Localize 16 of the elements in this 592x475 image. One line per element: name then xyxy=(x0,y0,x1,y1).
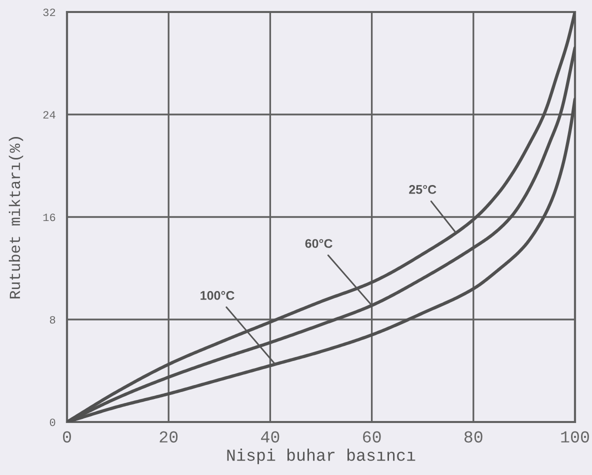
y-tick-label: 24 xyxy=(43,111,56,119)
annotation: 60°C xyxy=(305,239,332,248)
x-tick-label: 60 xyxy=(363,431,381,443)
annotation: 100°C xyxy=(200,291,234,300)
y-tick-label: 8 xyxy=(50,316,56,324)
x-axis-title: Nispi buhar basıncı xyxy=(227,448,416,464)
x-tick-label: 0 xyxy=(63,431,71,443)
annotation: 25°C xyxy=(409,185,436,194)
y-tick-label: 16 xyxy=(43,214,56,222)
x-tick-label: 100 xyxy=(561,431,589,443)
y-tick-label: 0 xyxy=(50,418,56,426)
x-tick-label: 20 xyxy=(160,431,178,443)
x-tick-label: 40 xyxy=(261,431,280,443)
y-axis-title: Rutubet miktarı(%) xyxy=(8,137,24,298)
x-tick-label: 80 xyxy=(464,431,482,443)
y-tick-label: 32 xyxy=(43,8,56,16)
